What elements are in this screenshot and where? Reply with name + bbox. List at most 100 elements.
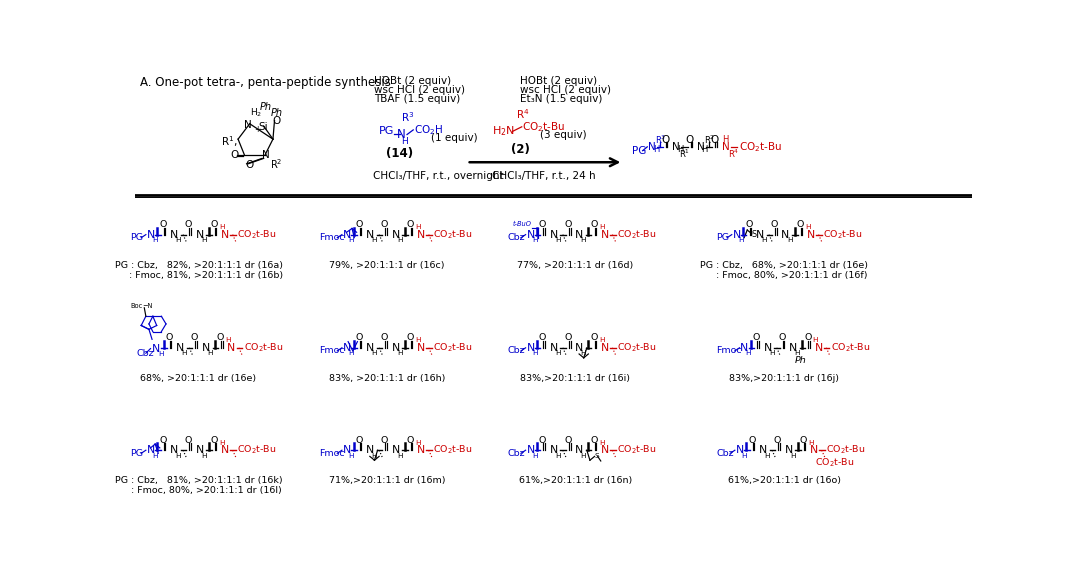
- Text: S: S: [752, 230, 757, 239]
- Text: N: N: [756, 230, 764, 240]
- Text: PG : Cbz,   68%, >20:1:1:1 dr (16e): PG : Cbz, 68%, >20:1:1:1 dr (16e): [701, 261, 868, 270]
- Text: PG: PG: [131, 449, 144, 458]
- Text: N: N: [195, 445, 204, 455]
- Text: CO$_2$t-Bu: CO$_2$t-Bu: [823, 228, 863, 241]
- Text: : Fmoc, 80%, >20:1:1:1 dr (16f): : Fmoc, 80%, >20:1:1:1 dr (16f): [701, 271, 867, 280]
- Text: H: H: [226, 337, 231, 343]
- Text: N: N: [227, 343, 235, 353]
- Text: Cbz: Cbz: [716, 449, 734, 458]
- Text: N: N: [526, 230, 535, 240]
- Text: H: H: [786, 237, 793, 243]
- Text: O: O: [590, 436, 597, 445]
- Text: H: H: [581, 350, 586, 356]
- Text: +: +: [254, 125, 260, 134]
- Text: O: O: [565, 333, 572, 342]
- Text: O: O: [406, 333, 414, 342]
- Text: O: O: [745, 220, 753, 229]
- Text: CO$_2$t-Bu: CO$_2$t-Bu: [814, 456, 854, 469]
- Text: Fmoc: Fmoc: [319, 346, 345, 356]
- Text: H: H: [372, 453, 377, 459]
- Text: R$^4$: R$^4$: [516, 108, 529, 122]
- Text: H: H: [531, 350, 538, 356]
- Text: HOBt (2 equiv): HOBt (2 equiv): [374, 76, 450, 86]
- Text: H: H: [555, 350, 561, 356]
- Text: O: O: [217, 333, 224, 342]
- Text: N: N: [147, 230, 154, 240]
- Text: N: N: [262, 150, 270, 160]
- Text: O: O: [753, 333, 760, 342]
- Text: O: O: [245, 160, 254, 171]
- Text: H: H: [531, 453, 538, 459]
- Text: N: N: [732, 230, 741, 240]
- Text: CO$_2$t-Bu: CO$_2$t-Bu: [523, 120, 566, 134]
- Text: H: H: [175, 237, 180, 243]
- Text: N: N: [244, 119, 252, 130]
- Text: 71%,>20:1:1:1 dr (16m): 71%,>20:1:1:1 dr (16m): [328, 477, 445, 485]
- Text: N: N: [672, 142, 679, 152]
- Text: H: H: [397, 453, 403, 459]
- Text: H: H: [415, 224, 420, 230]
- Text: CO$_2$t-Bu: CO$_2$t-Bu: [238, 444, 276, 456]
- Text: N: N: [342, 230, 351, 240]
- Text: N: N: [600, 343, 609, 353]
- Text: CO$_2$t-Bu: CO$_2$t-Bu: [433, 228, 473, 241]
- Text: 61%,>20:1:1:1 dr (16n): 61%,>20:1:1:1 dr (16n): [518, 477, 632, 485]
- Text: H: H: [201, 237, 206, 243]
- Text: N: N: [781, 230, 789, 240]
- Text: H: H: [348, 350, 353, 356]
- Text: N: N: [759, 445, 767, 455]
- Text: 68%, >20:1:1:1 dr (16e): 68%, >20:1:1:1 dr (16e): [140, 374, 257, 383]
- Text: N: N: [392, 343, 400, 353]
- Text: H: H: [159, 351, 164, 357]
- Text: N: N: [170, 445, 178, 455]
- Text: O: O: [804, 333, 811, 342]
- Text: CHCl₃/THF, r.t., overnight: CHCl₃/THF, r.t., overnight: [373, 172, 503, 182]
- Text: Ph: Ph: [260, 102, 272, 112]
- Text: Si: Si: [259, 122, 269, 132]
- Text: N: N: [392, 230, 400, 240]
- Text: N: N: [550, 445, 558, 455]
- Text: PG : Cbz,   81%, >20:1:1:1 dr (16k): PG : Cbz, 81%, >20:1:1:1 dr (16k): [114, 477, 282, 485]
- Text: O: O: [539, 436, 546, 445]
- Text: O: O: [165, 333, 173, 342]
- Text: : Fmoc, 81%, >20:1:1:1 dr (16b): : Fmoc, 81%, >20:1:1:1 dr (16b): [114, 271, 283, 280]
- Text: H: H: [813, 337, 819, 343]
- Text: 83%, >20:1:1:1 dr (16h): 83%, >20:1:1:1 dr (16h): [328, 374, 445, 383]
- Text: O: O: [159, 436, 166, 445]
- Text: CO$_2$t-Bu: CO$_2$t-Bu: [238, 228, 276, 241]
- Text: CO$_2$H: CO$_2$H: [414, 123, 443, 137]
- Text: N: N: [392, 445, 400, 455]
- Text: CO$_2$t-Bu: CO$_2$t-Bu: [433, 342, 473, 354]
- Text: PG: PG: [131, 233, 144, 242]
- Text: PG: PG: [632, 146, 646, 156]
- Text: O: O: [355, 220, 363, 229]
- Text: N: N: [366, 230, 374, 240]
- Text: O: O: [711, 135, 719, 145]
- Text: (2): (2): [511, 143, 529, 157]
- Text: O: O: [590, 333, 597, 342]
- Text: Ph: Ph: [795, 356, 807, 365]
- Text: N: N: [417, 230, 426, 240]
- Text: N: N: [526, 343, 535, 353]
- Text: H: H: [415, 439, 420, 445]
- Text: TBAF (1.5 equiv): TBAF (1.5 equiv): [374, 94, 460, 105]
- Text: N: N: [221, 445, 229, 455]
- Text: Fmoc: Fmoc: [319, 449, 345, 458]
- Text: H: H: [402, 137, 408, 146]
- Text: H: H: [702, 145, 707, 154]
- Text: O: O: [565, 220, 572, 229]
- Text: N: N: [221, 230, 229, 240]
- Text: H: H: [415, 337, 420, 343]
- Text: CO$_2$t-Bu: CO$_2$t-Bu: [617, 228, 657, 241]
- Text: N: N: [550, 343, 558, 353]
- Text: N: N: [342, 343, 351, 353]
- Text: H: H: [652, 145, 659, 154]
- Text: N: N: [735, 445, 744, 455]
- Text: (3 equiv): (3 equiv): [540, 130, 586, 140]
- Text: H: H: [795, 350, 800, 356]
- Text: O: O: [272, 116, 280, 126]
- Text: O: O: [748, 436, 756, 445]
- Text: N: N: [810, 445, 819, 455]
- Text: H: H: [677, 145, 684, 154]
- Text: 83%,>20:1:1:1 dr (16i): 83%,>20:1:1:1 dr (16i): [521, 374, 631, 383]
